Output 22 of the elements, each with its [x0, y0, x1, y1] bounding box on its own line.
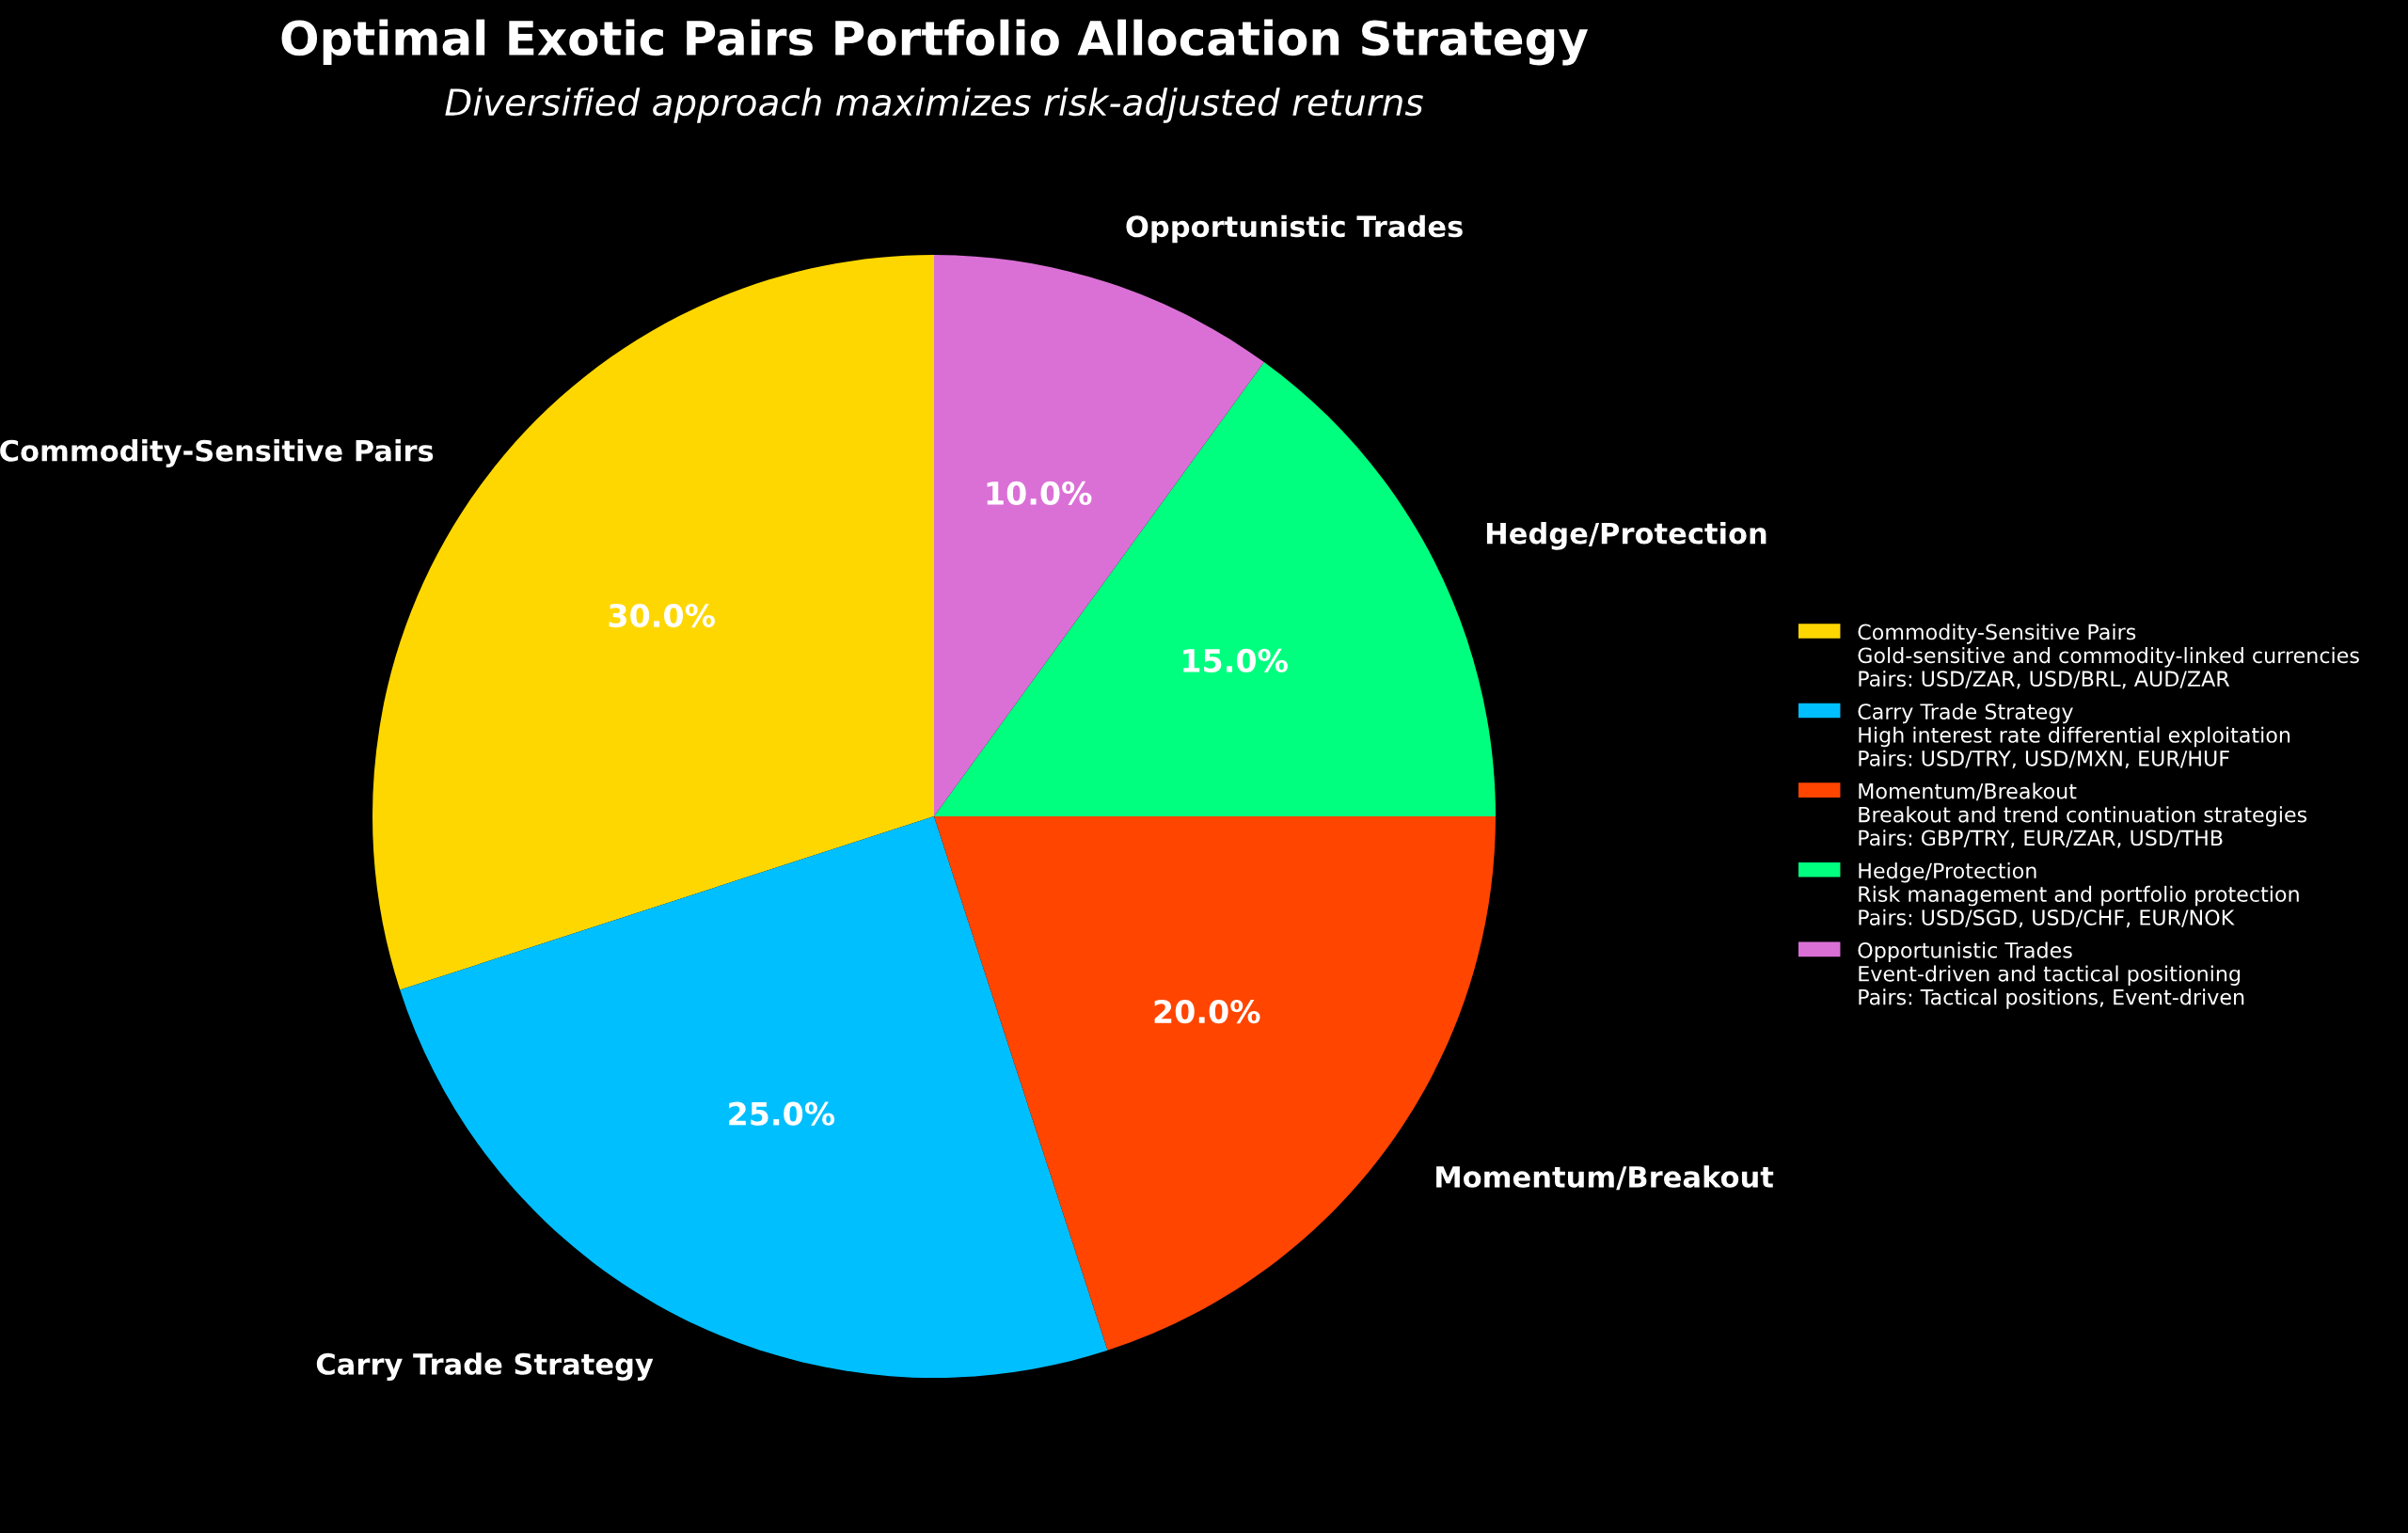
- data-label: 25.0%: [729, 1101, 835, 1126]
- text: Event-driven and tactical positioning Pairs: Tactical positions, Event-driven: [1859, 965, 2244, 1009]
- data-label: 20.0%: [1154, 1000, 1260, 1024]
- text: Breakout and trend continuation strategies Pairs: GBP/TRY, EUR/ZAR, USD/THB: [1859, 806, 2307, 848]
- text: Gold-sensitive and commodity-linked currencies Pairs: USD/ZAR, USD/BRL, AUD/ZAR: [1858, 647, 2359, 689]
- data-label: 10.0%: [987, 481, 1092, 505]
- legend-label: Carry Trade Strategy: [1858, 703, 2073, 724]
- legend-label: Commodity-Sensitive Pairs: [1858, 624, 2136, 644]
- slice-label: Opportunistic Trades: [1126, 214, 1463, 244]
- data-label: 30.0%: [609, 603, 715, 628]
- legend-label: Hedge/Protection: [1859, 861, 2036, 883]
- chart-subtitle: Diversified approach maximizes risk-adjusted returns: [445, 87, 1423, 123]
- text: Risk management and portfolio protection Pairs: USD/SGD, USD/CHF, EUR/NOK: [1859, 885, 2299, 928]
- slice-label: Momentum/Breakout: [1436, 1165, 1774, 1191]
- chart-title: Optimal Exotic Pairs Portfolio Allocation Strategy: [281, 19, 1589, 66]
- legend-label: Momentum/Breakout: [1859, 782, 2077, 801]
- data-label: 15.0%: [1183, 648, 1288, 673]
- text: High interest rate differential exploitation Pairs: USD/TRY, USD/MXN, EUR/HUF: [1859, 726, 2290, 768]
- slice-label: Hedge/Protection: [1486, 521, 1766, 550]
- slice-label: Carry Trade Strategy: [316, 1352, 654, 1382]
- legend-label: Opportunistic Trades: [1858, 941, 2072, 963]
- slice-label: Commodity-Sensitive Pairs: [0, 439, 434, 467]
